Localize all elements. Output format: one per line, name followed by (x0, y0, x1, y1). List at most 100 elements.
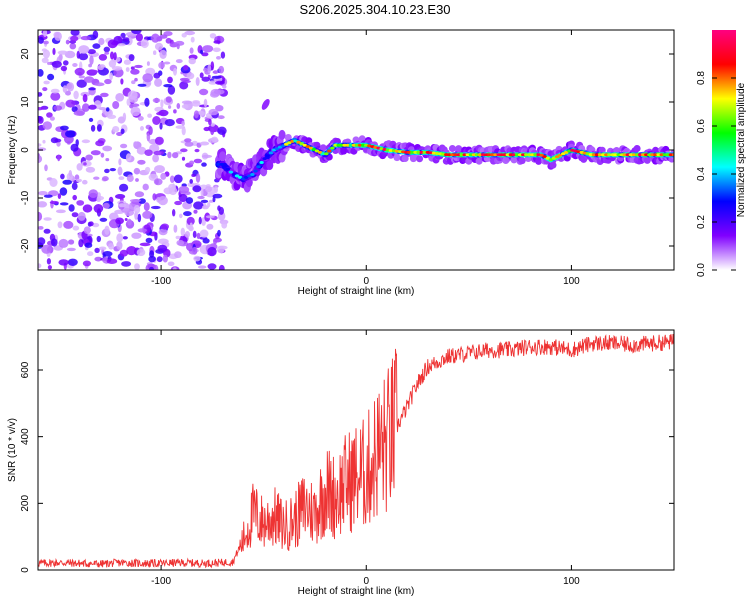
noise-blob (218, 264, 225, 270)
noise-blob (92, 30, 99, 39)
noise-blob (38, 154, 43, 164)
noise-blob (98, 107, 107, 111)
ridge-halo (284, 134, 292, 141)
noise-blob (116, 233, 124, 243)
noise-blob (172, 267, 177, 270)
ridge-core (481, 153, 486, 157)
colorbar-tick-label: 0.6 (696, 119, 707, 133)
ridge-halo (319, 144, 327, 152)
noise-blob (112, 126, 120, 133)
ridge-core (413, 150, 418, 154)
ridge-core (671, 153, 674, 157)
noise-blob (210, 127, 215, 136)
ridge-core (591, 153, 597, 157)
noise-blob (85, 154, 93, 161)
noise-blob (98, 246, 107, 251)
noise-blob (218, 65, 225, 74)
noise-blob (133, 141, 138, 147)
ridge-halo (549, 161, 557, 169)
ridge-core (517, 153, 523, 157)
snr-series-line (38, 333, 674, 569)
noise-blob (176, 103, 181, 109)
noise-blob (62, 85, 68, 93)
noise-blob (184, 231, 190, 238)
noise-blob (112, 101, 120, 109)
noise-blob (208, 118, 212, 126)
ridge-core (274, 147, 280, 151)
noise-blob (134, 263, 140, 270)
noise-blob (163, 61, 171, 65)
ridge-core (225, 167, 230, 171)
noise-blob (109, 168, 117, 172)
noise-blob (44, 164, 48, 172)
noise-blob (144, 97, 150, 107)
ridge-core (407, 150, 412, 154)
noise-blob (215, 80, 225, 85)
noise-blob (138, 198, 146, 204)
noise-blob (82, 179, 88, 185)
noise-blob (125, 67, 130, 72)
noise-blob (172, 209, 176, 217)
noise-blob (168, 183, 177, 191)
noise-blob (73, 90, 79, 100)
noise-blob (104, 168, 110, 174)
noise-blob (200, 49, 204, 55)
colorbar-tick-label: 0.2 (696, 215, 707, 229)
noise-blob (76, 178, 82, 183)
noise-blob (38, 201, 48, 208)
noise-blob (220, 51, 226, 59)
noise-blob (137, 83, 147, 87)
ridge-core (268, 151, 274, 155)
noise-blob (92, 43, 101, 49)
ridge-core (237, 175, 243, 179)
noise-blob (59, 202, 69, 206)
noise-blob (167, 261, 175, 267)
noise-blob (38, 107, 44, 111)
noise-blob (88, 189, 99, 199)
y-tick-label: 600 (20, 361, 31, 378)
noise-blob (71, 182, 78, 190)
x-tick-label: 100 (563, 276, 580, 287)
noise-blob (160, 223, 169, 230)
ridge-core (422, 150, 427, 154)
noise-blob (148, 255, 156, 263)
noise-blob (173, 67, 177, 76)
noise-blob (103, 46, 111, 53)
noise-blob (88, 117, 94, 122)
noise-blob (201, 154, 213, 158)
noise-blob (130, 68, 140, 75)
noise-blob (93, 204, 104, 213)
ridge-core (490, 153, 495, 157)
noise-blob (150, 205, 161, 210)
noise-blob (156, 256, 163, 263)
noise-blob (210, 61, 215, 71)
noise-blob (173, 224, 178, 233)
ridge-core (557, 153, 563, 157)
noise-blob (109, 212, 119, 221)
noise-blob (76, 79, 87, 88)
noise-blob (144, 166, 151, 173)
noise-blob (48, 190, 59, 197)
noise-blob (184, 138, 192, 143)
noise-blob (50, 88, 60, 94)
ridge-core (597, 153, 603, 157)
ridge-core (314, 149, 320, 153)
noise-blob (207, 246, 217, 257)
noise-blob (163, 84, 173, 88)
ridge-core (551, 156, 557, 160)
noise-blob (82, 94, 88, 103)
isolated-blob (261, 98, 270, 110)
noise-blob (178, 185, 190, 194)
ridge-core (653, 153, 658, 157)
noise-blob (181, 120, 185, 127)
noise-blob (123, 59, 131, 65)
ridge-core (656, 153, 661, 157)
ridge-core (524, 153, 529, 157)
ridge-core (219, 162, 224, 166)
ridge-core (250, 173, 255, 176)
noise-blob (195, 173, 201, 183)
ridge-core (256, 165, 261, 169)
noise-blob (153, 72, 161, 79)
noise-blob (87, 49, 96, 55)
ridge-core (496, 153, 501, 157)
